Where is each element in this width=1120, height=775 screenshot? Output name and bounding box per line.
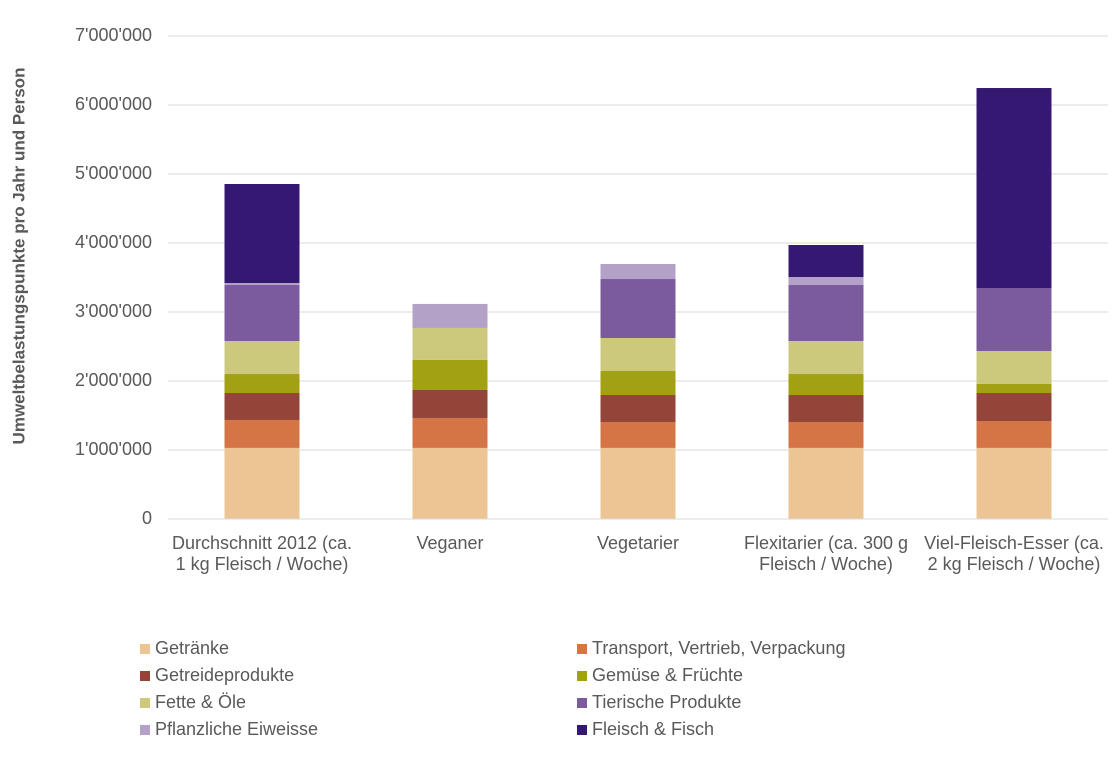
bar-segment <box>412 417 488 448</box>
legend-label: Pflanzliche Eiweisse <box>155 719 318 739</box>
y-tick-label: 3'000'000 <box>75 301 152 321</box>
legend-label: Fleisch & Fisch <box>592 719 714 739</box>
bar-segment <box>788 421 864 448</box>
legend-label: Getränke <box>155 638 229 658</box>
bar-segment <box>788 447 864 519</box>
bar-segment <box>600 279 676 339</box>
y-axis-title: Umweltbelastungspunkte pro Jahr und Pers… <box>9 68 28 445</box>
legend-swatch <box>140 698 150 708</box>
y-tick-label: 0 <box>142 508 152 528</box>
bar-segment <box>600 395 676 422</box>
bar-segment <box>412 303 488 328</box>
bar-segment <box>224 285 300 342</box>
bar-segment <box>412 389 488 418</box>
bar-segment <box>788 285 864 341</box>
bar-segment <box>788 277 864 286</box>
legend-swatch <box>577 671 587 681</box>
bar-segment <box>788 374 864 396</box>
bar-segment <box>600 421 676 448</box>
bar-segment <box>976 350 1052 384</box>
legend-swatch <box>577 725 587 735</box>
bar-segment <box>600 447 676 519</box>
bar-segment <box>600 263 676 280</box>
bar-segment <box>412 327 488 360</box>
y-tick-label: 6'000'000 <box>75 94 152 114</box>
bar-segment <box>224 184 300 284</box>
legend-label: Getreideprodukte <box>155 665 294 685</box>
bar-segment <box>976 421 1052 448</box>
bar-segment <box>412 359 488 390</box>
bar-segment <box>976 393 1052 422</box>
y-tick-label: 2'000'000 <box>75 370 152 390</box>
bar-segment <box>788 245 864 278</box>
legend-swatch <box>140 725 150 735</box>
legend-swatch <box>140 671 150 681</box>
x-tick-label: Flexitarier (ca. 300 g Fleisch / Woche) <box>743 533 909 574</box>
bar-segment <box>412 447 488 519</box>
y-tick-label: 4'000'000 <box>75 232 152 252</box>
bar-segment <box>976 88 1052 288</box>
legend-swatch <box>577 698 587 708</box>
legend-label: Tierische Produkte <box>592 692 741 712</box>
bar-segment <box>224 283 300 286</box>
bar-segment <box>976 447 1052 519</box>
x-tick-label: Veganer <box>416 533 484 553</box>
bar-segment <box>224 374 300 394</box>
legend-swatch <box>577 644 587 654</box>
x-tick-label: Vegetarier <box>596 533 680 553</box>
x-tick-label: Viel-Fleisch-Esser (ca. 2 kg Fleisch / W… <box>924 533 1104 574</box>
bar-segment <box>788 340 864 375</box>
y-tick-label: 1'000'000 <box>75 439 152 459</box>
bar-segment <box>224 447 300 519</box>
legend-swatch <box>140 644 150 654</box>
legend-label: Fette & Öle <box>155 692 246 712</box>
legend-label: Transport, Vertrieb, Verpackung <box>592 638 845 658</box>
y-tick-label: 5'000'000 <box>75 163 152 183</box>
bar-segment <box>600 338 676 371</box>
bar-segment <box>600 370 676 396</box>
x-tick-label: Durchschnitt 2012 (ca. 1 kg Fleisch / Wo… <box>171 533 353 574</box>
legend-label: Gemüse & Früchte <box>592 665 743 685</box>
bar-segment <box>224 341 300 375</box>
bar-segment <box>224 393 300 420</box>
y-tick-label: 7'000'000 <box>75 25 152 45</box>
bar-segment <box>224 419 300 448</box>
bar-segment <box>976 287 1052 351</box>
bar-segment <box>976 383 1052 394</box>
bar-segment <box>788 395 864 422</box>
